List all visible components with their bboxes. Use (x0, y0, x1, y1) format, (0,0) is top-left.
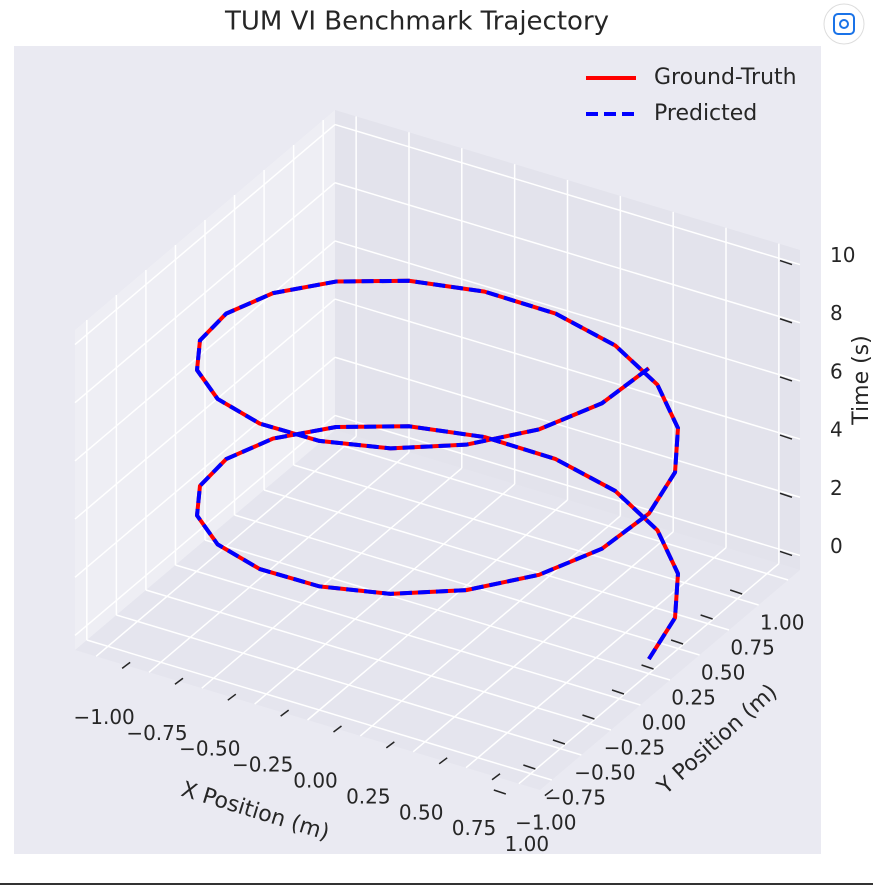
y-tick-label: −1.00 (515, 811, 576, 835)
x-tick-mark (385, 741, 395, 749)
grid-line (74, 356, 336, 578)
z-tick-mark (779, 376, 793, 382)
x-tick-label: −0.50 (179, 737, 240, 761)
z-tick-mark (779, 318, 793, 324)
grid-line (74, 182, 336, 404)
y-tick-label: 0.75 (730, 636, 775, 660)
x-tick-mark (544, 789, 554, 797)
z-tick-mark (779, 259, 793, 266)
grid-line (263, 489, 730, 631)
grid-line (334, 182, 801, 324)
z-tick-label: 2 (830, 476, 843, 500)
grid-line (334, 356, 801, 498)
x-tick-label: 0.50 (399, 800, 444, 824)
grid-line (334, 414, 801, 557)
y-tick-label: 0.50 (701, 661, 746, 685)
x-tick-mark (438, 757, 448, 765)
x-tick-mark (174, 677, 184, 685)
x-tick-label: −1.00 (73, 705, 134, 729)
y-tick-mark (493, 789, 507, 795)
grid-line (145, 589, 612, 731)
grid-line (334, 240, 801, 382)
grid-line (334, 298, 801, 440)
grid-line (175, 564, 641, 706)
grid-line (86, 639, 553, 781)
y-tick-label: −0.50 (574, 761, 635, 785)
z-tick-mark (779, 492, 793, 498)
screenshot-icon-lens (839, 19, 849, 29)
grid-line (74, 240, 336, 462)
y-tick-mark (641, 664, 654, 670)
x-tick-label: 0.75 (452, 816, 497, 840)
y-tick-label: 1.00 (760, 611, 805, 635)
grid-line (293, 464, 759, 606)
y-tick-mark (700, 614, 713, 620)
grid-line (204, 539, 671, 681)
y-tick-mark (523, 764, 536, 770)
x-tick-mark (121, 661, 131, 669)
y-tick-label: 0.00 (642, 711, 687, 735)
x-tick-mark (491, 773, 501, 781)
grid-line (322, 439, 789, 581)
z-tick-label: 4 (830, 418, 843, 442)
chart-title: TUM VI Benchmark Trajectory (224, 7, 609, 37)
z-axis-label: Time (s) (849, 335, 873, 425)
y-tick-mark (582, 714, 595, 720)
y-tick-label: 0.25 (671, 686, 716, 710)
legend-label: Ground-Truth (654, 65, 797, 90)
x-tick-mark (280, 709, 290, 717)
y-tick-mark (670, 639, 684, 645)
screenshot-icon (833, 13, 855, 35)
y-tick-mark (729, 589, 743, 595)
x-tick-label: 1.00 (505, 832, 550, 856)
trajectory-line (195, 278, 680, 661)
z-tick-label: 8 (830, 301, 843, 325)
x-tick-mark (333, 725, 342, 733)
x-tick-label: 0.00 (293, 769, 338, 793)
screenshot-button[interactable] (823, 3, 865, 45)
y-tick-label: −0.25 (604, 736, 665, 760)
z-tick-label: 6 (830, 359, 843, 383)
grid-line (74, 298, 336, 520)
z-tick-mark (779, 434, 793, 440)
z-tick-label: 10 (830, 243, 855, 267)
grid-line (74, 123, 336, 346)
y-tick-mark (611, 689, 625, 695)
x-tick-label: −0.75 (126, 721, 187, 745)
legend-label: Predicted (654, 101, 757, 126)
grid-line (116, 614, 582, 756)
grid-line (234, 514, 700, 656)
z-tick-label: 0 (830, 534, 843, 558)
y-tick-label: −0.75 (545, 786, 606, 810)
grid-line (334, 123, 801, 266)
x-tick-label: −0.25 (232, 753, 293, 777)
x-tick-label: 0.25 (346, 784, 391, 808)
y-tick-mark (552, 739, 566, 745)
x-tick-mark (227, 693, 237, 701)
z-tick-mark (779, 550, 793, 557)
